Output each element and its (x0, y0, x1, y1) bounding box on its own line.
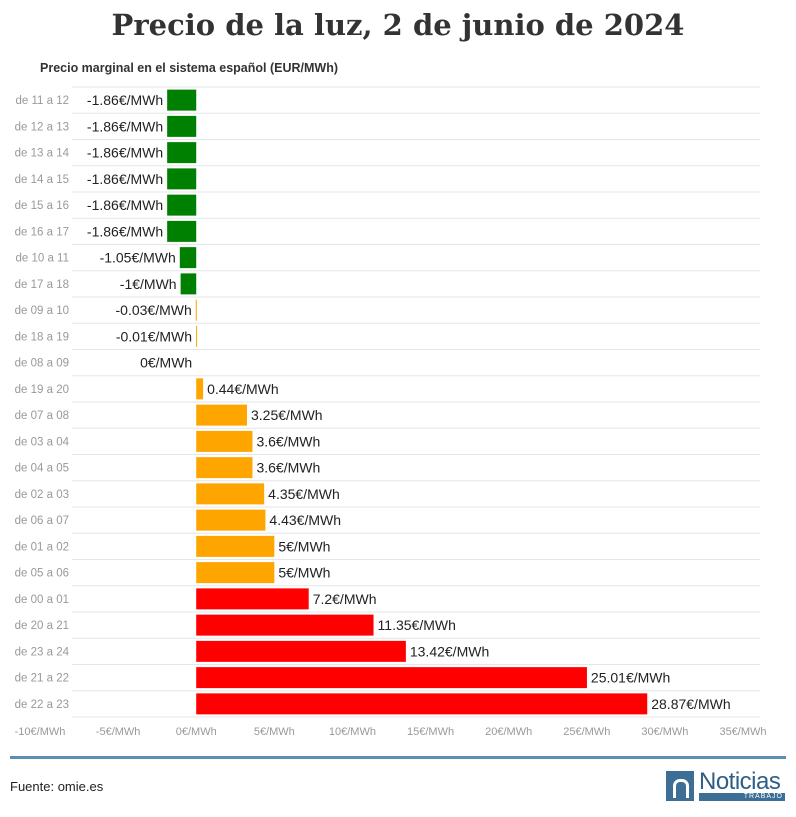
category-label: de 20 a 21 (15, 620, 69, 632)
x-tick-label: -5€/MWh (96, 726, 141, 738)
bar (196, 693, 648, 715)
category-label: de 13 a 14 (15, 148, 70, 160)
category-label: de 22 a 23 (15, 699, 69, 711)
bar (196, 404, 247, 426)
logo-wordmark: Noticias (699, 768, 781, 795)
x-tick-label: 10€/MWh (329, 726, 376, 738)
bar (196, 483, 265, 505)
category-label: de 11 a 12 (15, 95, 69, 107)
category-label: de 08 a 09 (15, 358, 69, 370)
category-label: de 16 a 17 (15, 226, 69, 238)
bar (196, 588, 309, 610)
logo-n-icon (666, 771, 694, 801)
value-label: 0.44€/MWh (207, 381, 279, 397)
chart-title: Precio de la luz, 2 de junio de 2024 (111, 8, 685, 42)
bar (196, 430, 253, 452)
value-label: -1.86€/MWh (87, 197, 163, 213)
bar (167, 194, 197, 216)
footer-divider (10, 756, 786, 759)
category-label: de 14 a 15 (15, 174, 69, 186)
source-note: Fuente: omie.es (10, 779, 104, 794)
category-label: de 10 a 11 (15, 253, 69, 265)
category-label: de 17 a 18 (15, 279, 69, 291)
value-label: -1.86€/MWh (87, 92, 163, 108)
category-label: de 01 a 02 (15, 541, 69, 553)
bar (196, 325, 198, 347)
category-label: de 02 a 03 (15, 489, 69, 501)
bar (167, 168, 197, 190)
category-label: de 21 a 22 (15, 673, 69, 685)
bar (196, 509, 266, 531)
bar-chart: de 11 a 12 -1.86€/MWh de 12 a 13 -1.86€/MWh… (15, 86, 767, 738)
category-label: de 05 a 06 (15, 568, 69, 580)
x-tick-label: 30€/MWh (641, 726, 688, 738)
bar (167, 142, 197, 164)
category-label: de 07 a 08 (15, 410, 69, 422)
bar (196, 640, 406, 662)
x-tick-label: 20€/MWh (485, 726, 532, 738)
bar (196, 614, 374, 636)
bar (196, 667, 587, 689)
chart-subtitle: Precio marginal en el sistema español (E… (40, 61, 338, 75)
bar (180, 273, 197, 295)
bar (196, 378, 204, 400)
category-label: de 15 a 16 (15, 200, 69, 212)
x-tick-label: 15€/MWh (407, 726, 454, 738)
value-label: 5€/MWh (278, 565, 330, 581)
value-label: -1.86€/MWh (87, 145, 163, 161)
x-tick-label: 5€/MWh (254, 726, 295, 738)
value-label: -1.86€/MWh (87, 171, 163, 187)
value-label: 0€/MWh (140, 355, 192, 371)
bar (167, 220, 197, 242)
bar (196, 535, 275, 557)
bar (196, 562, 275, 584)
value-label: 13.42€/MWh (410, 643, 489, 659)
x-tick-label: 35€/MWh (719, 726, 766, 738)
category-label: de 19 a 20 (15, 384, 69, 396)
category-label: de 18 a 19 (15, 331, 69, 343)
category-label: de 04 a 05 (15, 463, 69, 475)
category-label: de 00 a 01 (15, 594, 69, 606)
bar (179, 247, 197, 269)
logo-subtext: TRABAJO (699, 793, 785, 801)
bar (167, 115, 197, 137)
category-label: de 06 a 07 (15, 515, 69, 527)
category-label: de 03 a 04 (15, 436, 70, 448)
value-label: -1.86€/MWh (87, 118, 163, 134)
value-label: 25.01€/MWh (591, 670, 670, 686)
value-label: 11.35€/MWh (378, 617, 456, 633)
category-label: de 12 a 13 (15, 121, 69, 133)
value-label: 7.2€/MWh (313, 591, 377, 607)
value-label: 3.6€/MWh (256, 433, 320, 449)
x-tick-label: 0€/MWh (176, 726, 217, 738)
value-label: 3.25€/MWh (251, 407, 323, 423)
value-label: -1.05€/MWh (100, 250, 176, 266)
category-label: de 23 a 24 (15, 646, 70, 658)
value-label: 4.43€/MWh (269, 512, 341, 528)
value-label: -1.86€/MWh (87, 223, 163, 239)
bar (167, 89, 197, 111)
value-label: 5€/MWh (278, 538, 330, 554)
category-label: de 09 a 10 (15, 305, 69, 317)
value-label: 4.35€/MWh (268, 486, 340, 502)
x-tick-label: -10€/MWh (15, 726, 66, 738)
bar (196, 457, 253, 479)
x-tick-label: 25€/MWh (563, 726, 610, 738)
value-label: -0.01€/MWh (116, 328, 192, 344)
value-label: 3.6€/MWh (256, 460, 320, 476)
value-label: 28.87€/MWh (651, 696, 730, 712)
bar (195, 299, 197, 321)
value-label: -0.03€/MWh (116, 302, 192, 318)
value-label: -1€/MWh (120, 276, 177, 292)
noticias-trabajo-logo: Noticias TRABAJO (666, 768, 788, 803)
